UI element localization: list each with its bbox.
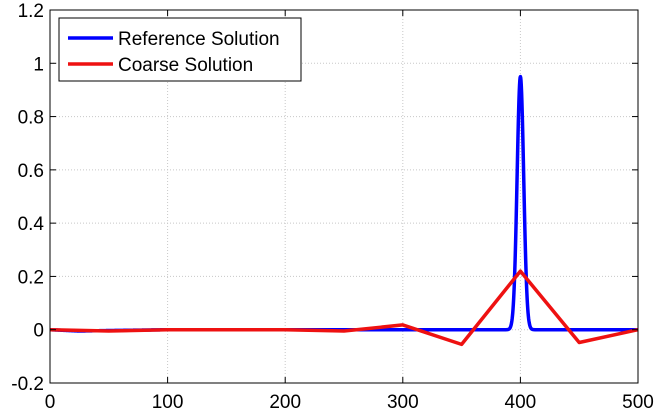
y-tick-label: 0.2: [18, 267, 44, 288]
x-tick-label: 300: [387, 392, 419, 413]
y-tick-label: 0: [33, 321, 44, 342]
legend-label-reference: Reference Solution: [118, 29, 280, 50]
x-tick-label: 400: [505, 392, 537, 413]
y-tick-label: -0.2: [11, 374, 44, 395]
legend-box: [58, 17, 302, 82]
plot-frame: [49, 9, 639, 384]
x-tick-label: 0: [45, 392, 56, 413]
coarse-solution-line: [49, 269, 639, 347]
y-tick-label: 0.4: [18, 214, 45, 235]
x-tick-label: 500: [622, 392, 654, 413]
axis-ticks: [49, 9, 639, 384]
y-tick-labels: -0.2 0 0.2 0.4 0.6 0.8 1 1.2: [11, 1, 44, 395]
y-tick-label: 0.6: [18, 161, 44, 182]
y-tick-label: 1: [33, 54, 44, 75]
y-tick-label: 0.8: [18, 108, 44, 129]
y-tick-label: 1.2: [18, 1, 44, 22]
legend: Reference Solution Coarse Solution: [58, 17, 302, 82]
x-tick-label: 100: [152, 392, 184, 413]
legend-label-coarse: Coarse Solution: [118, 55, 253, 76]
x-tick-label: 200: [269, 392, 301, 413]
x-tick-labels: 0 100 200 300 400 500: [45, 392, 654, 413]
series-layer: [48, 74, 640, 347]
